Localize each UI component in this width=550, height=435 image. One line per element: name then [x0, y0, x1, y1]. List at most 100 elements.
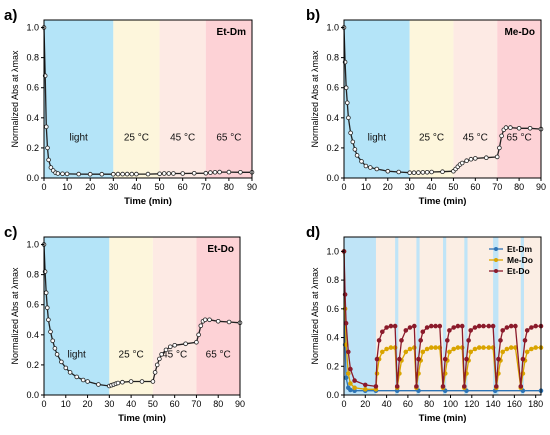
data-point: [348, 387, 353, 393]
y-tick-label: 0.8: [26, 270, 39, 280]
region-band: [159, 20, 206, 178]
data-point: [129, 171, 135, 177]
y-tick-label: 1.0: [26, 23, 39, 33]
region-label: 45 °C: [463, 132, 488, 143]
data-point: [411, 323, 417, 329]
region-label: 65 °C: [206, 349, 231, 360]
x-tick-label: 90: [235, 399, 245, 409]
light-period-band: [520, 237, 524, 395]
x-tick-label: 40: [427, 182, 437, 192]
y-tick-label: 0.8: [326, 53, 339, 63]
region-band: [344, 20, 410, 178]
data-point: [418, 338, 424, 343]
axes-frame: [343, 236, 542, 396]
data-point: [348, 130, 353, 136]
data-point: [362, 382, 368, 388]
x-tick-label: 0: [41, 182, 46, 192]
data-point: [374, 166, 380, 172]
x-tick-label: 40: [382, 399, 392, 409]
y-tick-label: 0.4: [326, 113, 339, 123]
light-period-band: [416, 237, 420, 395]
x-tick-label: 80: [514, 182, 524, 192]
data-point: [80, 377, 86, 383]
data-point: [64, 171, 70, 177]
data-point: [461, 384, 467, 389]
data-point: [472, 325, 478, 330]
data-point: [48, 329, 53, 335]
region-label: 25 °C: [419, 132, 444, 143]
data-point: [145, 171, 151, 177]
data-point: [396, 169, 402, 175]
data-point: [468, 328, 474, 333]
data-point: [384, 346, 389, 352]
data-point: [424, 325, 430, 330]
data-point: [343, 85, 349, 90]
data-point: [67, 370, 73, 375]
x-tick-label: 20: [360, 399, 370, 409]
y-tick-label: 0.8: [326, 275, 339, 285]
region-label: 65 °C: [507, 132, 532, 143]
data-point: [497, 145, 502, 151]
axes-frame: [343, 19, 542, 179]
y-tick-label: 0.6: [326, 304, 339, 314]
data-point: [345, 371, 351, 376]
x-tick-label: 50: [148, 399, 158, 409]
x-tick-label: 90: [536, 182, 546, 192]
axes-frame: [43, 19, 253, 179]
data-point: [367, 165, 373, 170]
light-period-band: [443, 237, 447, 395]
data-point: [124, 171, 130, 177]
y-tick-label: 0.2: [326, 361, 339, 371]
data-point: [343, 320, 349, 326]
data-point: [157, 171, 162, 177]
data-point: [524, 328, 530, 333]
data-point: [44, 305, 50, 311]
data-point: [486, 345, 492, 350]
data-point: [481, 345, 486, 350]
data-point: [196, 332, 201, 338]
data-point: [513, 323, 518, 329]
data-point: [516, 126, 522, 131]
data-point: [392, 323, 398, 329]
data-point: [115, 171, 121, 177]
data-point: [226, 169, 232, 175]
x-tick-label: 120: [464, 399, 479, 409]
data-point: [524, 349, 530, 355]
x-tick-label: 80: [213, 399, 223, 409]
x-tick-label: 0: [341, 182, 346, 192]
y-tick-label: 0.2: [26, 360, 39, 370]
data-point: [442, 388, 448, 394]
data-point: [157, 356, 162, 362]
x-tick-label: 10: [62, 182, 72, 192]
data-point: [499, 133, 504, 139]
legend-label: Me-Do: [507, 255, 533, 265]
data-point: [194, 339, 199, 345]
data-point: [159, 352, 164, 357]
data-point: [168, 344, 173, 350]
data-point: [215, 318, 221, 324]
data-point: [128, 379, 134, 384]
data-point: [43, 290, 49, 296]
data-point: [50, 338, 55, 344]
data-point: [111, 171, 116, 177]
data-point: [442, 356, 448, 362]
x-tick-label: 60: [403, 399, 413, 409]
data-point: [420, 329, 426, 335]
region-label: light: [368, 132, 387, 143]
data-point: [45, 145, 50, 151]
data-point: [490, 323, 496, 329]
x-tick-label: 50: [448, 182, 458, 192]
data-point: [139, 379, 145, 384]
y-tick-label: 0.0: [26, 173, 39, 183]
data-point: [212, 170, 218, 175]
x-axis-label: Time (min): [118, 413, 166, 424]
data-point: [217, 169, 222, 175]
data-point: [348, 366, 353, 372]
y-tick-label: 0.6: [326, 83, 339, 93]
data-point: [496, 356, 501, 362]
data-point: [352, 147, 358, 152]
data-point: [500, 349, 506, 355]
data-point: [464, 356, 469, 362]
data-point: [150, 379, 156, 384]
